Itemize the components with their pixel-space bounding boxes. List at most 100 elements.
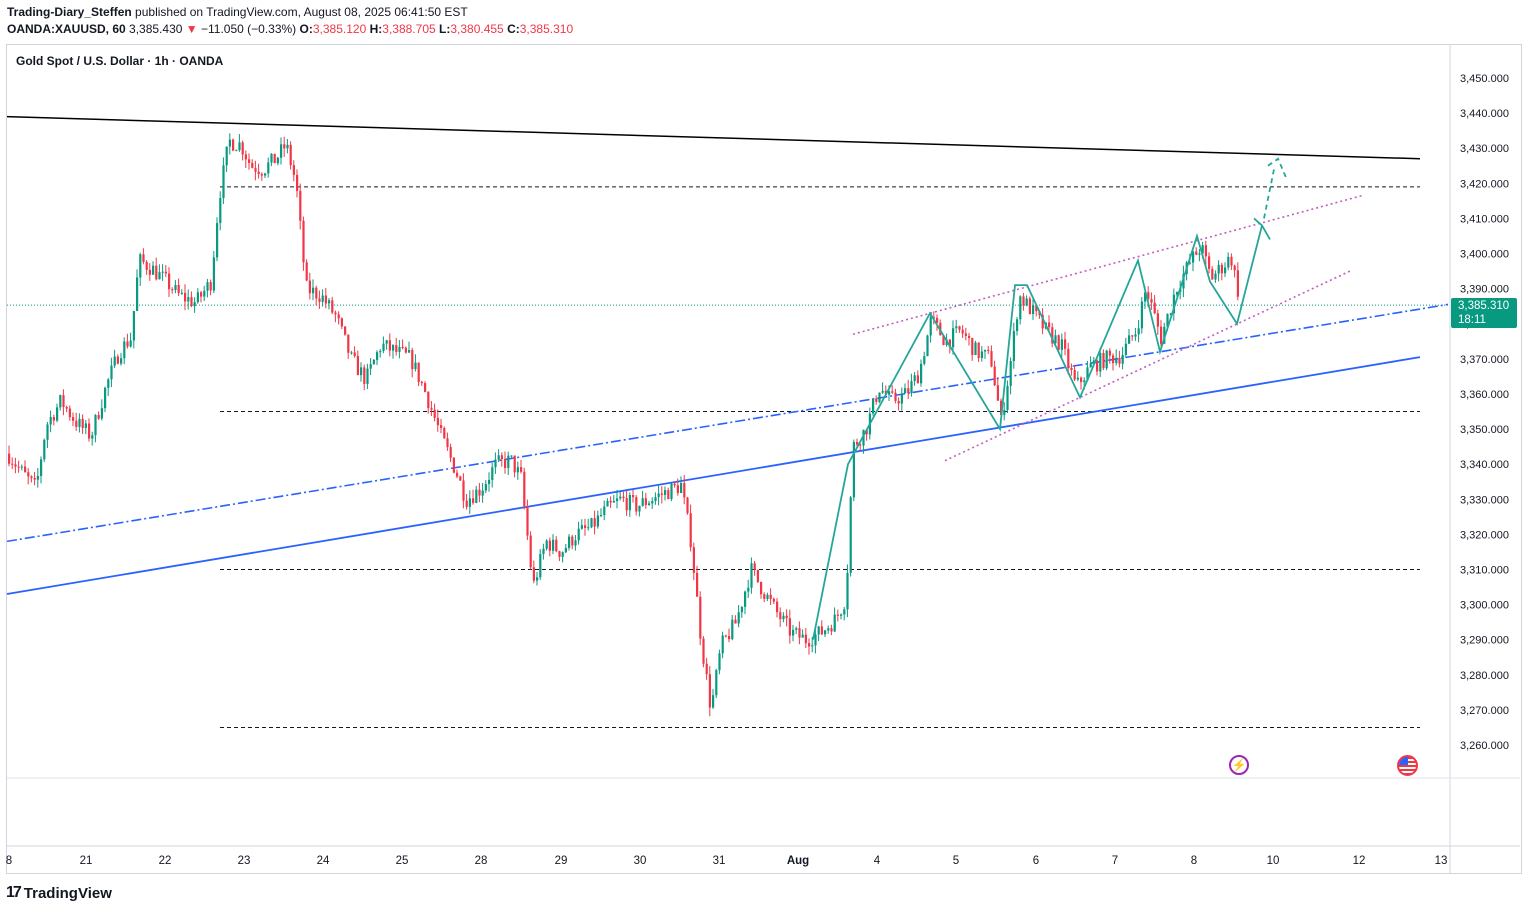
candle-body (718, 653, 721, 671)
candle-body (1009, 361, 1012, 386)
candle-body (273, 153, 276, 164)
candle-body (1064, 339, 1067, 349)
candle-body (523, 471, 526, 507)
candle-body (667, 490, 670, 500)
y-tick-label: 3,440.000 (1460, 108, 1509, 120)
candle-body (94, 415, 97, 436)
candle-body (241, 142, 244, 155)
candle-body (337, 314, 340, 319)
candle-body (1144, 292, 1147, 302)
candle-body (1121, 354, 1124, 364)
last-price: 3,385.430 (129, 22, 183, 36)
candle-body (475, 489, 478, 503)
candle-body (846, 572, 849, 610)
candle-body (148, 269, 151, 275)
candle-body (52, 416, 55, 421)
candle-body (296, 174, 299, 191)
candle-body (1156, 313, 1159, 327)
candle-body (388, 340, 391, 351)
candle-body (836, 614, 839, 616)
candle-body (692, 547, 695, 573)
candle-body (1012, 331, 1015, 362)
candle-body (424, 383, 427, 392)
candle-body (488, 479, 491, 485)
symbol-label[interactable]: OANDA:XAUUSD, 60 (7, 22, 126, 36)
candle-body (1022, 296, 1025, 306)
candle-body (673, 483, 676, 486)
candle-body (619, 496, 622, 499)
candle-body (472, 498, 475, 503)
candle-body (1076, 377, 1079, 380)
candle-body (830, 628, 833, 632)
candle-body (625, 498, 628, 511)
candle-body (305, 262, 308, 281)
x-tick-label: 5 (953, 855, 959, 867)
candle-body (641, 498, 644, 506)
candle-body (216, 223, 219, 258)
candle-body (1099, 353, 1102, 372)
candle-body (17, 466, 20, 468)
candle-body (180, 292, 183, 294)
candle-body (792, 629, 795, 636)
resistance-trendline (6, 115, 1421, 160)
candle-body (654, 497, 657, 501)
candle-body (404, 347, 407, 353)
candle-body (1214, 273, 1217, 280)
y-tick-label: 3,310.000 (1460, 564, 1509, 576)
candle-body (936, 317, 939, 323)
candle-body (590, 518, 593, 528)
x-tick-label: Aug (787, 855, 809, 867)
candle-body (513, 455, 516, 473)
candle-body (184, 292, 187, 302)
price-tag-countdown: 18:11 (1458, 314, 1486, 326)
candle-body (584, 525, 587, 528)
candle-body (1105, 350, 1108, 369)
tradingview-logo[interactable]: 17 TradingView (6, 884, 112, 902)
close-label: C: (507, 22, 520, 36)
candle-body (660, 493, 663, 495)
candle-body (1016, 319, 1019, 332)
candle-body (1201, 245, 1204, 254)
candle-body (462, 480, 465, 501)
candle-body (500, 455, 503, 460)
candle-body (849, 497, 852, 573)
candle-body (168, 273, 171, 290)
candle-body (1204, 245, 1207, 257)
candle-body (136, 277, 139, 311)
candle-body (372, 359, 375, 365)
candle-body (926, 335, 929, 357)
us-flag-icon[interactable] (1397, 755, 1418, 776)
candle-body (1108, 350, 1111, 356)
candle-body (635, 497, 638, 512)
candle-body (1083, 380, 1086, 383)
candle-body (360, 367, 363, 376)
candle-body (382, 343, 385, 352)
candle-body (225, 146, 228, 166)
candle-body (712, 695, 715, 708)
candle-body (529, 535, 532, 568)
bolt-icon[interactable]: ⚡ (1229, 755, 1249, 775)
candle-body (827, 628, 830, 631)
author-name[interactable]: Trading-Diary_Steffen (7, 5, 132, 19)
candle-body (913, 375, 916, 382)
candle-body (862, 429, 865, 446)
candle-body (8, 453, 11, 464)
candle-body (251, 162, 254, 168)
last-price-tag: 3,385.310 18:11 (1451, 298, 1517, 328)
candle-body (977, 342, 980, 359)
candle-body (1192, 251, 1195, 263)
candle-body (974, 342, 977, 356)
candle-body (408, 350, 411, 353)
candle-body (145, 261, 148, 270)
candle-body (648, 503, 651, 506)
candle-body (753, 563, 756, 570)
x-tick-label: 6 (1033, 855, 1039, 867)
candle-body (612, 500, 615, 503)
candle-body (56, 407, 59, 421)
candle-body (292, 165, 295, 175)
candle-body (520, 467, 523, 472)
candle-body (776, 601, 779, 613)
ohlc-line: OANDA:XAUUSD, 60 3,385.430 ▼ −11.050 (−0… (7, 22, 573, 36)
candle-body (347, 334, 350, 353)
